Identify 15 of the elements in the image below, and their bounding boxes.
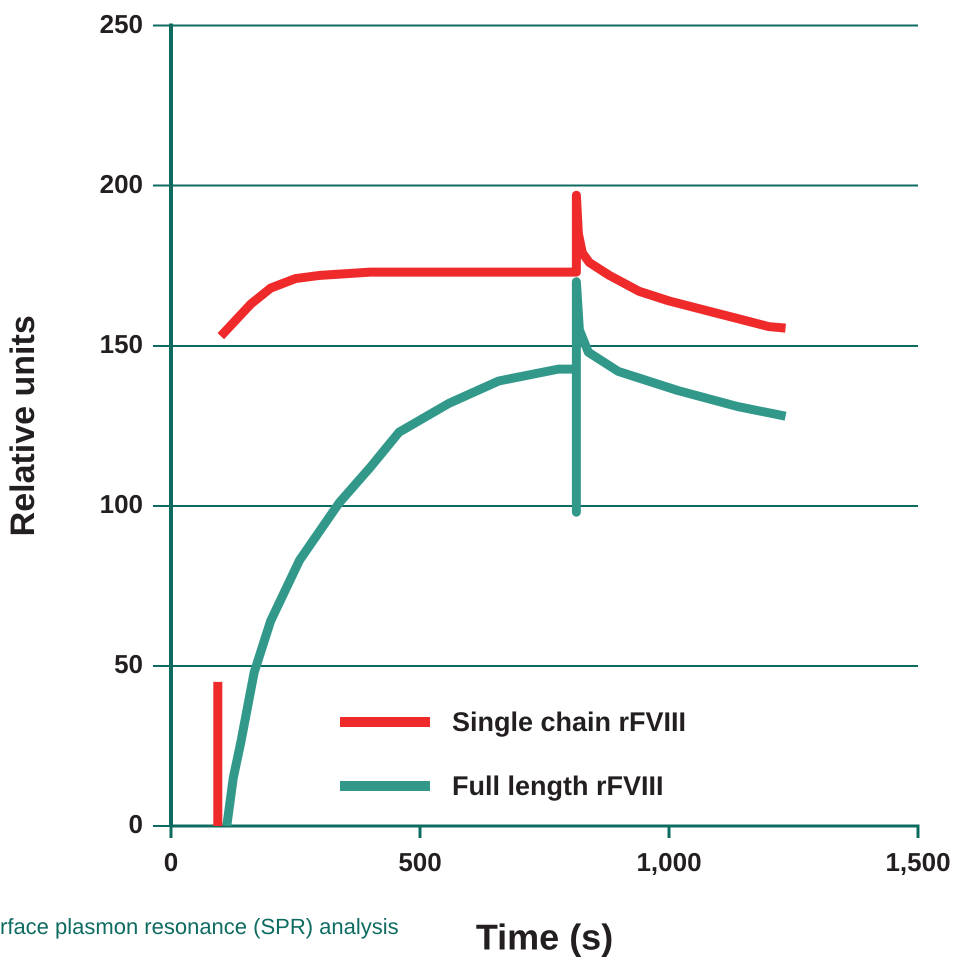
y-tick-label: 200 bbox=[100, 168, 143, 199]
y-axis-title: Relative units bbox=[4, 315, 42, 536]
text: rface plasmon resonance (SPR) analysis bbox=[0, 914, 399, 940]
x-tick-label: 500 bbox=[398, 846, 442, 877]
y-tick-label: 0 bbox=[128, 809, 143, 840]
y-tick-label: 50 bbox=[114, 649, 143, 680]
y-tick-label: 100 bbox=[100, 489, 143, 520]
x-tick-label: 1,500 bbox=[885, 846, 951, 877]
x-tick-label: 1,000 bbox=[636, 846, 702, 877]
y-tick-label: 250 bbox=[100, 8, 143, 39]
x-axis-title: Time (s) bbox=[476, 916, 614, 958]
y-tick-label: 150 bbox=[100, 328, 143, 359]
legend-label: Single chain rFVIII bbox=[452, 706, 686, 738]
legend-label: Full length rFVIII bbox=[452, 770, 664, 802]
x-tick-label: 0 bbox=[164, 846, 178, 877]
